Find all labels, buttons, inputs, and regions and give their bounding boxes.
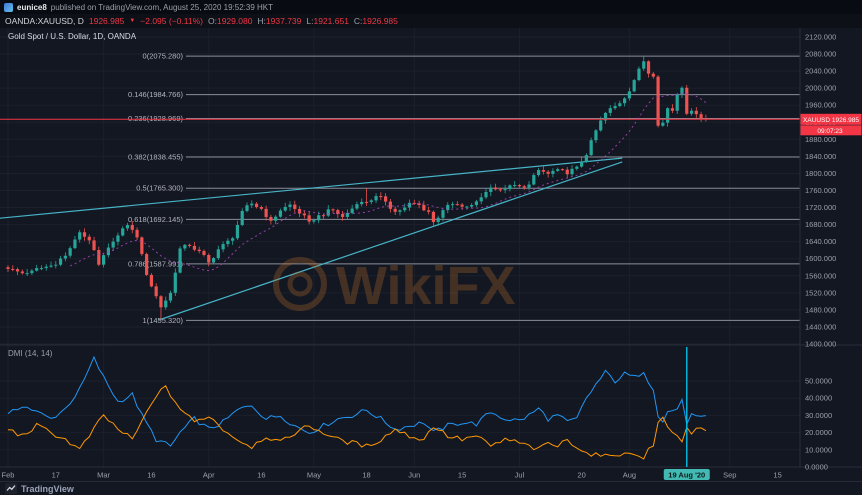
low-value: 1921.651 xyxy=(313,16,349,26)
last-price: 1926.985 xyxy=(88,16,125,26)
svg-text:20.0000: 20.0000 xyxy=(805,428,832,437)
svg-text:1840.000: 1840.000 xyxy=(805,152,836,161)
svg-text:2040.000: 2040.000 xyxy=(805,67,836,76)
high-value: 1937.739 xyxy=(265,16,302,26)
down-arrow-icon: ▼ xyxy=(129,18,136,24)
svg-text:16: 16 xyxy=(257,471,265,480)
svg-text:Jul: Jul xyxy=(515,471,525,480)
low-label: L: xyxy=(306,16,314,26)
time-axis: Feb 17 Mar 16 Apr 16 May 18 Jun 15 Jul 20 Aug 19 Aug … xyxy=(2,469,782,480)
svg-text:10.0000: 10.0000 xyxy=(805,445,832,454)
svg-text:1440.000: 1440.000 xyxy=(805,322,836,331)
high-label: H: xyxy=(257,16,266,26)
svg-text:1680.000: 1680.000 xyxy=(805,220,836,229)
svg-text:1560.000: 1560.000 xyxy=(805,271,836,280)
symbol-name[interactable]: OANDA:XAUUSD, D xyxy=(5,16,84,26)
user-avatar[interactable] xyxy=(4,2,13,12)
svg-text:2080.000: 2080.000 xyxy=(805,50,836,59)
grid-layer xyxy=(0,28,800,468)
svg-text:1(1455.320): 1(1455.320) xyxy=(143,316,184,325)
svg-text:17: 17 xyxy=(52,471,60,480)
svg-text:Aug: Aug xyxy=(623,471,636,480)
svg-text:20: 20 xyxy=(577,471,585,480)
svg-text:1520.000: 1520.000 xyxy=(805,288,836,297)
price-change: −2.095 (−0.11%) xyxy=(140,16,203,26)
svg-text:Jun: Jun xyxy=(408,471,420,480)
svg-text:09:07:23: 09:07:23 xyxy=(817,128,843,135)
fib-retracement-layer: 0(2075.280) 0.146(1984.766) 0.236(1928.969… xyxy=(128,52,800,325)
svg-text:1640.000: 1640.000 xyxy=(805,237,836,246)
svg-text:2120.000: 2120.000 xyxy=(805,33,836,42)
svg-text:1800.000: 1800.000 xyxy=(805,169,836,178)
svg-text:0.786(1587.991): 0.786(1587.991) xyxy=(128,259,184,268)
svg-text:15: 15 xyxy=(773,471,781,480)
svg-text:19 Aug '20: 19 Aug '20 xyxy=(668,471,705,480)
price-chart-svg[interactable]: 0(2075.280) 0.146(1984.766) 0.236(1928.969… xyxy=(0,28,862,481)
svg-text:Apr: Apr xyxy=(203,471,215,480)
publish-info: published on TradingView.com, August 25,… xyxy=(50,2,274,12)
svg-text:1400.000: 1400.000 xyxy=(805,340,836,349)
svg-text:1926.985: 1926.985 xyxy=(832,117,859,124)
svg-text:1880.000: 1880.000 xyxy=(805,135,836,144)
svg-text:50.0000: 50.0000 xyxy=(805,377,832,386)
svg-text:Sep: Sep xyxy=(723,471,736,480)
svg-text:XAUUSD: XAUUSD xyxy=(803,117,830,124)
svg-text:40.0000: 40.0000 xyxy=(805,394,832,403)
svg-text:16: 16 xyxy=(147,471,155,480)
open-label: O: xyxy=(207,16,217,26)
symbol-info-bar: OANDA:XAUUSD, D 1926.985 ▼ −2.095 (−0.11… xyxy=(0,14,862,28)
svg-text:1600.000: 1600.000 xyxy=(805,254,836,263)
svg-text:0.618(1692.145): 0.618(1692.145) xyxy=(128,215,184,224)
svg-text:Mar: Mar xyxy=(97,471,110,480)
svg-text:1760.000: 1760.000 xyxy=(805,186,836,195)
chart-panel[interactable]: 0(2075.280) 0.146(1984.766) 0.236(1928.969… xyxy=(0,28,862,481)
svg-text:15: 15 xyxy=(458,471,466,480)
watermark-text: WikiFX xyxy=(336,256,516,316)
svg-text:0.0000: 0.0000 xyxy=(805,463,828,472)
tradingview-logo-icon[interactable] xyxy=(5,483,17,494)
candles-layer xyxy=(6,56,708,321)
svg-text:1960.000: 1960.000 xyxy=(805,101,836,110)
svg-text:0.5(1765.300): 0.5(1765.300) xyxy=(136,184,183,193)
svg-text:May: May xyxy=(307,471,321,480)
svg-text:Gold Spot / U.S. Dollar, 1D, O: Gold Spot / U.S. Dollar, 1D, OANDA xyxy=(8,32,137,41)
ma-line xyxy=(69,92,707,272)
watermark: WikiFX xyxy=(273,256,516,316)
price-axis-badge: XAUUSD 1926.985 09:07:23 xyxy=(800,113,862,136)
svg-text:0.236(1928.969): 0.236(1928.969) xyxy=(128,114,184,123)
svg-text:0.146(1984.766): 0.146(1984.766) xyxy=(128,90,184,99)
trendline-layer xyxy=(0,157,623,321)
svg-text:1720.000: 1720.000 xyxy=(805,203,836,212)
publish-bar: eunice8 published on TradingView.com, Au… xyxy=(0,0,862,14)
footer-bar: TradingView xyxy=(0,481,862,495)
svg-text:0(2075.280): 0(2075.280) xyxy=(143,52,184,61)
close-label: C: xyxy=(353,16,363,26)
open-value: 1929.080 xyxy=(216,16,253,26)
svg-text:2000.000: 2000.000 xyxy=(805,84,836,93)
pane-legend: Gold Spot / U.S. Dollar, 1D, OANDA xyxy=(8,32,137,41)
publisher-name[interactable]: eunice8 xyxy=(17,2,47,12)
footer-brand[interactable]: TradingView xyxy=(21,483,74,494)
svg-text:18: 18 xyxy=(362,471,370,480)
close-value: 1926.985 xyxy=(362,16,398,26)
svg-text:DMI (14, 14): DMI (14, 14) xyxy=(8,349,53,358)
svg-text:1480.000: 1480.000 xyxy=(805,305,836,314)
svg-text:30.0000: 30.0000 xyxy=(805,411,832,420)
svg-text:Feb: Feb xyxy=(2,471,15,480)
separators xyxy=(0,28,862,468)
dmi-pane: 50.0000 40.0000 30.0000 20.0000 10.0000 0.000… xyxy=(7,347,832,472)
svg-text:0.382(1838.455): 0.382(1838.455) xyxy=(128,153,184,162)
